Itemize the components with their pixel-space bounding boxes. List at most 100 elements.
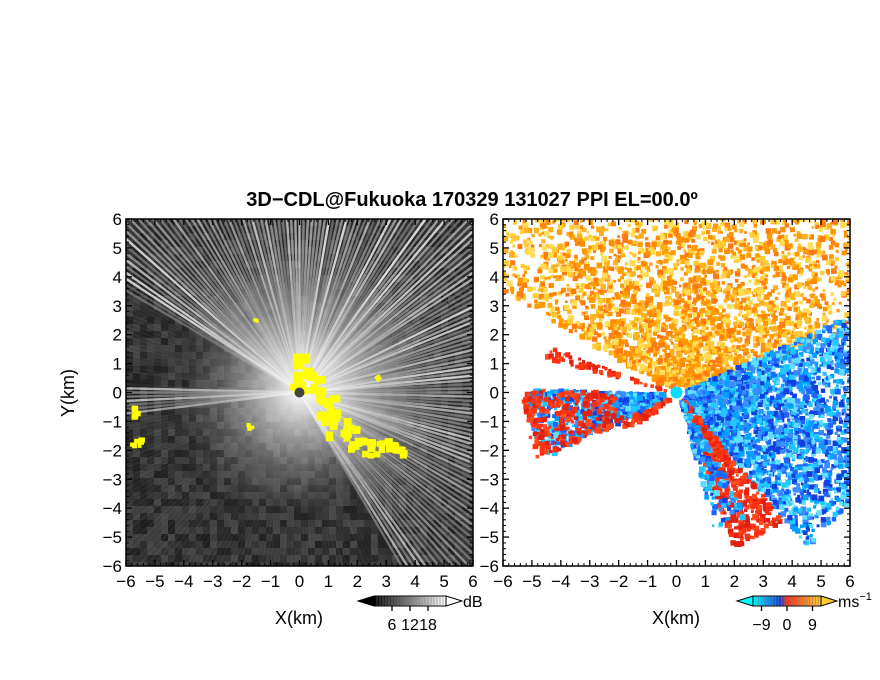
left-background-noise: [413, 275, 420, 282]
left-background-noise: [175, 436, 182, 443]
left-background-noise: [154, 408, 161, 415]
left-background-noise: [420, 548, 427, 555]
left-background-noise: [168, 450, 175, 457]
left-background-noise: [448, 541, 455, 548]
left-background-noise: [126, 464, 133, 471]
right-velocity-cell: [772, 274, 776, 278]
left-background-noise: [350, 520, 357, 527]
left-background-noise: [315, 534, 322, 541]
right-velocity-cell: [745, 201, 748, 204]
right-velocity-cell: [673, 299, 680, 306]
left-background-noise: [294, 548, 301, 555]
right-velocity-cell: [633, 284, 640, 291]
right-velocity-cell: [590, 290, 595, 295]
right-velocity-cell: [647, 341, 652, 346]
left-background-noise: [287, 534, 294, 541]
left-background-noise: [140, 415, 147, 422]
right-velocity-cell: [702, 345, 709, 352]
right-velocity-cell: [566, 232, 571, 237]
left-background-noise: [168, 338, 175, 345]
right-velocity-cell: [700, 292, 704, 297]
right-velocity-cell: [718, 156, 721, 159]
right-velocity-cell: [717, 212, 722, 217]
left-background-noise: [266, 513, 273, 520]
right-velocity-cell: [600, 173, 603, 176]
left-background-noise: [210, 254, 217, 261]
right-velocity-cell: [527, 286, 533, 292]
left-background-noise: [147, 254, 154, 261]
left-background-noise: [168, 261, 175, 268]
right-velocity-cell: [739, 221, 745, 228]
right-velocity-cell: [680, 183, 683, 186]
left-highlight-patch: [316, 388, 325, 396]
left-background-noise: [126, 541, 133, 548]
left-background-noise: [322, 555, 329, 562]
left-background-noise: [133, 331, 140, 338]
right-velocity-cell: [703, 236, 708, 242]
left-background-noise: [378, 282, 385, 289]
right-velocity-cell: [680, 183, 683, 186]
right-velocity-cell: [698, 223, 704, 228]
right-velocity-cell: [581, 257, 585, 261]
right-velocity-cell: [628, 150, 633, 155]
right-velocity-cell: [835, 206, 838, 209]
left-background-noise: [161, 443, 168, 450]
left-background-noise: [182, 261, 189, 268]
right-velocity-cell: [771, 198, 777, 204]
left-background-noise: [126, 422, 133, 429]
right-velocity-cell: [646, 337, 651, 342]
right-velocity-cell: [735, 297, 740, 302]
right-velocity-cell: [731, 179, 736, 184]
right-velocity-cell: [561, 287, 566, 293]
right-velocity-cell: [569, 224, 575, 230]
left-background-noise: [154, 436, 161, 443]
right-velocity-cell: [619, 166, 623, 170]
right-velocity-cell: [539, 301, 546, 308]
left-background-noise: [343, 520, 350, 527]
left-background-noise: [238, 282, 245, 289]
right-velocity-cell: [640, 260, 646, 266]
left-highlight-patch: [293, 371, 303, 384]
right-velocity-cell: [713, 308, 720, 315]
left-background-noise: [245, 562, 252, 566]
left-y-tick-label: 3: [113, 297, 122, 316]
right-velocity-cell: [664, 350, 667, 353]
left-background-noise: [161, 261, 168, 268]
right-velocity-cell: [574, 254, 578, 259]
left-background-noise: [175, 513, 182, 520]
left-highlight-patch: [369, 442, 376, 449]
left-background-noise: [182, 429, 189, 436]
left-background-noise: [427, 555, 434, 562]
right-velocity-cell: [514, 274, 518, 278]
right-velocity-cell: [726, 204, 729, 207]
left-background-noise: [455, 506, 462, 513]
right-velocity-cell: [790, 207, 796, 213]
left-background-noise: [287, 520, 294, 527]
right-velocity-cell: [589, 165, 593, 169]
right-velocity-cell: [675, 345, 682, 352]
right-velocity-cell: [617, 164, 621, 168]
left-background-noise: [161, 520, 168, 527]
right-velocity-cell: [781, 254, 787, 261]
right-velocity-cell: [684, 367, 689, 372]
right-velocity-cell: [619, 290, 624, 295]
left-background-noise: [175, 527, 182, 534]
left-highlight-patch: [386, 444, 392, 451]
right-velocity-cell: [729, 331, 736, 338]
right-velocity-cell: [651, 150, 657, 156]
left-background-noise: [217, 275, 224, 282]
right-velocity-cell: [581, 313, 584, 316]
left-background-noise: [441, 296, 448, 303]
right-velocity-cell: [600, 240, 605, 245]
right-velocity-cell: [590, 270, 597, 277]
left-background-noise: [175, 541, 182, 548]
left-background-noise: [455, 555, 462, 562]
left-background-noise: [441, 555, 448, 562]
left-background-noise: [378, 541, 385, 548]
right-velocity-cell: [564, 241, 570, 247]
right-velocity-cell: [756, 174, 760, 178]
left-background-noise: [301, 240, 308, 247]
right-velocity-cell: [633, 215, 636, 218]
right-velocity-cell: [723, 194, 728, 199]
left-background-noise: [371, 506, 378, 513]
